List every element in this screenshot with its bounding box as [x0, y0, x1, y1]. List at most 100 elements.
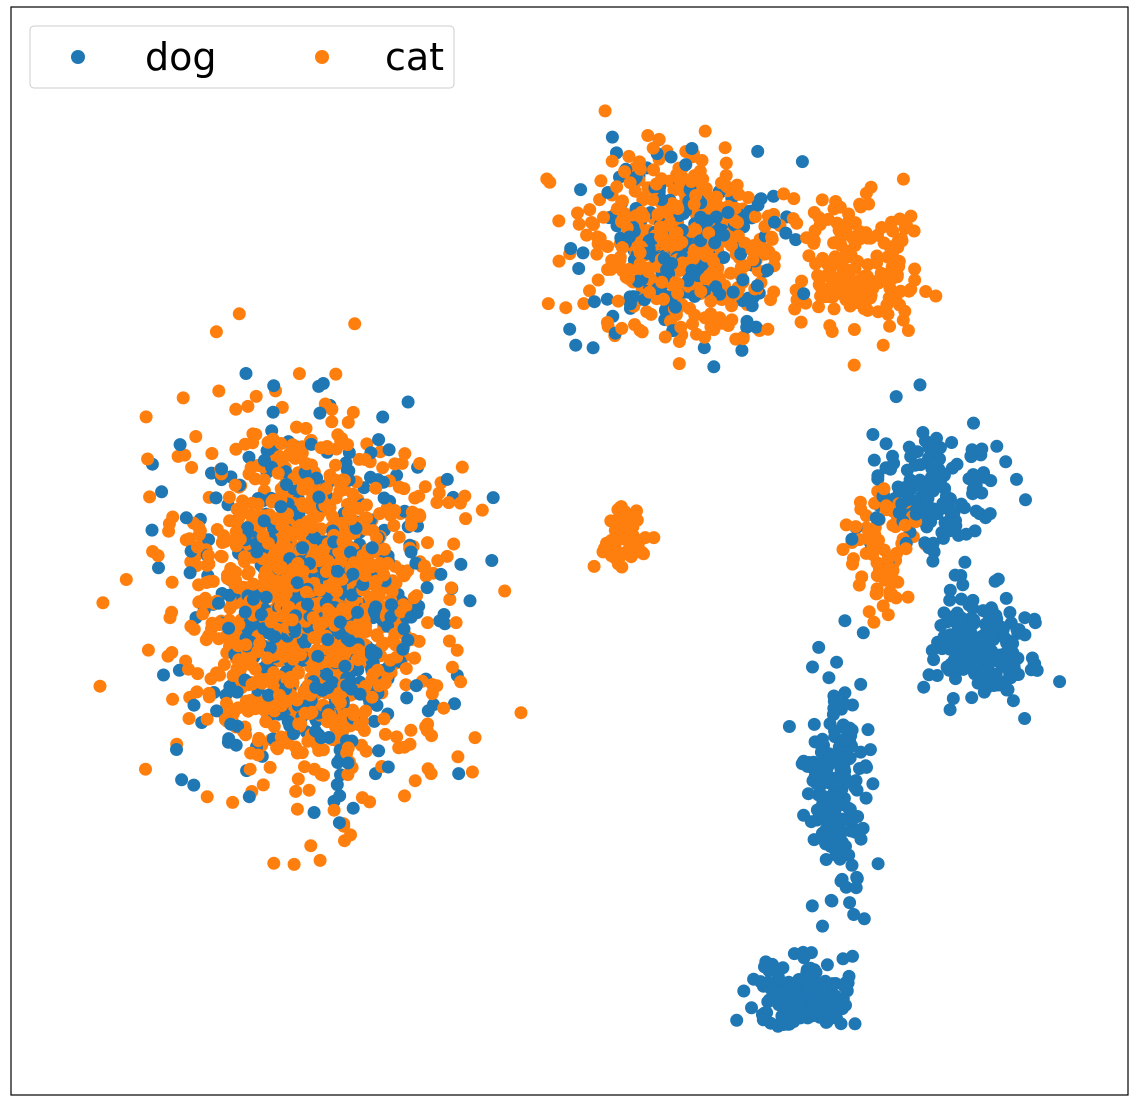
point-dog: [789, 233, 803, 247]
point-dog: [908, 458, 922, 472]
point-dog: [937, 629, 951, 643]
point-dog: [990, 612, 1004, 626]
point-dog: [751, 144, 765, 158]
point-dog: [726, 285, 740, 299]
point-cat: [196, 607, 210, 621]
point-dog: [721, 206, 735, 219]
point-cat: [398, 789, 411, 803]
point-cat: [301, 477, 315, 491]
point-cat: [249, 428, 263, 441]
point-cat: [399, 662, 413, 675]
point-cat: [313, 583, 327, 597]
point-dog: [984, 627, 998, 641]
point-cat: [270, 741, 284, 754]
point-cat: [900, 219, 914, 233]
point-cat: [243, 762, 257, 776]
point-cat: [854, 200, 868, 214]
point-dog: [421, 704, 435, 718]
point-dog: [848, 781, 862, 795]
point-dog: [805, 899, 819, 913]
point-cat: [297, 686, 311, 700]
point-cat: [432, 486, 446, 500]
point-dog: [576, 246, 590, 260]
point-dog: [807, 833, 821, 847]
point-cat: [421, 536, 434, 550]
point-cat: [604, 261, 618, 275]
point-cat: [377, 712, 391, 726]
point-cat: [321, 602, 335, 616]
point-dog: [372, 433, 386, 447]
point-dog: [936, 501, 950, 515]
point-cat: [329, 442, 343, 456]
point-dog: [819, 853, 833, 866]
point-dog: [999, 591, 1013, 605]
point-cat: [212, 384, 226, 398]
point-dog: [569, 338, 583, 352]
point-cat: [352, 718, 366, 732]
point-cat: [139, 762, 152, 776]
point-cat: [261, 651, 274, 665]
point-dog: [215, 462, 229, 476]
point-cat: [421, 762, 435, 776]
point-cat: [404, 723, 418, 737]
point-dog: [187, 778, 201, 792]
point-dog: [382, 443, 396, 457]
point-dog: [809, 965, 823, 979]
point-cat: [296, 564, 310, 578]
point-dog: [795, 155, 809, 169]
point-cat: [442, 496, 456, 510]
point-cat: [844, 285, 858, 299]
point-dog: [965, 691, 979, 705]
point-cat: [846, 557, 859, 571]
point-dog: [1006, 694, 1020, 708]
point-cat: [185, 461, 199, 474]
point-cat: [706, 191, 720, 205]
point-dog: [812, 640, 826, 654]
point-cat: [862, 605, 876, 619]
point-cat: [704, 294, 718, 308]
point-dog: [400, 691, 414, 705]
point-cat: [151, 549, 165, 563]
point-cat: [828, 250, 842, 264]
point-cat: [389, 576, 403, 590]
point-dog: [281, 714, 295, 728]
point-dog: [838, 751, 852, 765]
point-cat: [231, 639, 245, 653]
point-cat: [239, 728, 253, 742]
point-dog: [836, 718, 850, 732]
point-dog: [801, 787, 815, 801]
point-dog: [145, 523, 159, 537]
point-cat: [765, 232, 779, 246]
point-dog: [777, 1018, 790, 1031]
point-dog: [816, 797, 830, 810]
point-cat: [688, 308, 702, 322]
point-dog: [346, 801, 360, 815]
point-cat: [826, 290, 840, 304]
point-cat: [604, 514, 618, 528]
point-cat: [420, 723, 434, 737]
point-cat: [267, 719, 281, 733]
point-dog: [740, 320, 754, 334]
point-dog: [854, 745, 868, 759]
point-cat: [226, 795, 240, 809]
point-dog: [257, 514, 271, 528]
point-cat: [816, 251, 830, 265]
point-dog: [1010, 623, 1024, 637]
point-cat: [348, 317, 362, 331]
point-cat: [881, 307, 895, 321]
point-cat: [647, 163, 661, 177]
point-cat: [646, 193, 659, 207]
point-cat: [192, 528, 206, 542]
point-dog: [1053, 675, 1067, 689]
point-cat: [761, 322, 775, 336]
point-dog: [434, 567, 448, 581]
point-cat: [220, 696, 233, 710]
point-cat: [880, 298, 894, 312]
point-cat: [139, 410, 153, 424]
point-cat: [572, 217, 586, 231]
point-cat: [671, 276, 685, 290]
point-cat: [263, 760, 277, 774]
point-dog: [750, 279, 764, 293]
point-cat: [241, 399, 255, 413]
point-cat: [333, 484, 347, 498]
